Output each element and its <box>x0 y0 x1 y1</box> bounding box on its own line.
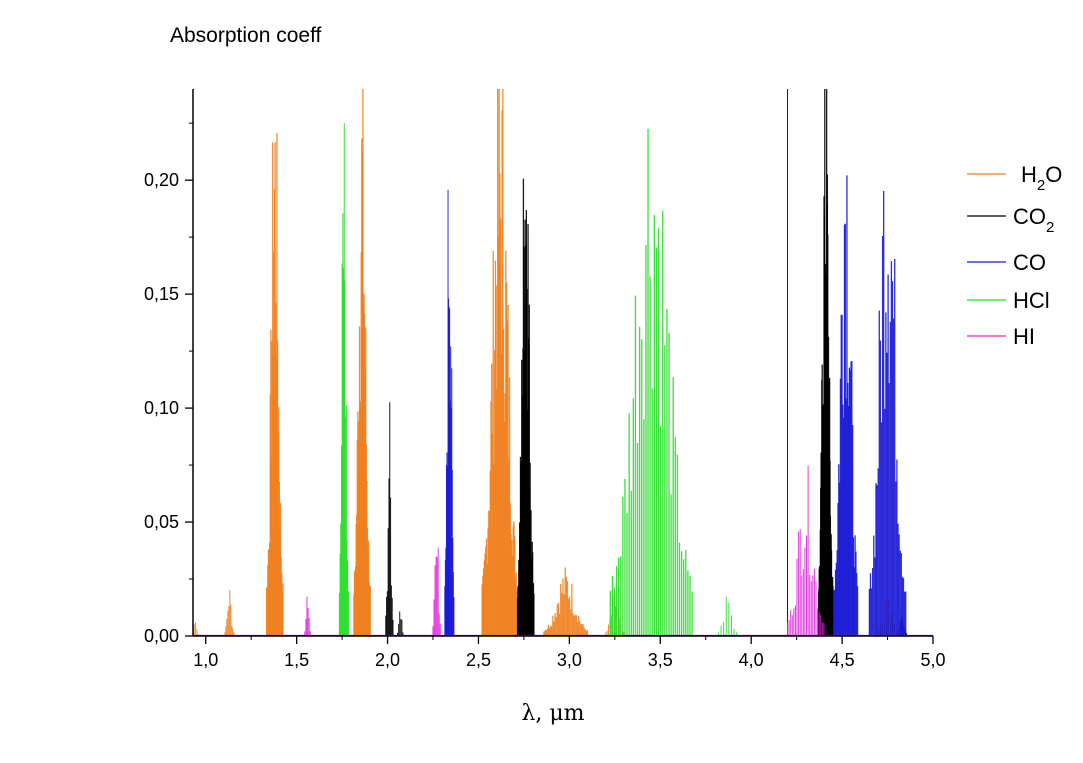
y-tick-label: 0,05 <box>144 512 179 532</box>
x-tick-label: 3,0 <box>557 650 582 670</box>
legend-item-hi: HI <box>967 324 1035 349</box>
x-tick-label: 1,0 <box>193 650 218 670</box>
x-tick-label: 1,5 <box>284 650 309 670</box>
legend-label: CO2 <box>1013 204 1054 236</box>
legend-label: HI <box>1013 324 1035 349</box>
legend-label: HCl <box>1013 288 1050 313</box>
legend-item-co2: CO2 <box>967 204 1054 236</box>
series-h2o <box>193 89 899 636</box>
y-tick-label: 0,10 <box>144 398 179 418</box>
series-layer <box>193 89 933 636</box>
axes-layer: 0,00 0,05 0,10 0,15 0,20 1,0 1,5 2,0 2,5 3,0 3,5 4,… <box>144 89 946 670</box>
legend-item-h2o: H2O <box>967 162 1062 194</box>
series-co <box>444 175 907 636</box>
y-tick-label: 0,20 <box>144 170 179 190</box>
x-tick-label: 2,5 <box>466 650 491 670</box>
series-hcl <box>338 123 738 636</box>
legend-label: H2O <box>1021 162 1062 194</box>
x-tick-label: 3,5 <box>648 650 673 670</box>
x-axis-title: λ, μm <box>521 701 584 726</box>
x-tick-label: 5,0 <box>920 650 945 670</box>
legend-label: CO <box>1013 250 1046 275</box>
series-hi <box>304 465 825 636</box>
series-co2 <box>385 89 908 636</box>
x-tick-label: 2,0 <box>375 650 400 670</box>
x-tick-label: 4,5 <box>830 650 855 670</box>
legend: H2O CO2 CO HCl HI <box>967 162 1062 349</box>
legend-item-co: CO <box>967 250 1046 275</box>
y-axis-title: Absorption coeff <box>170 24 322 47</box>
legend-item-hcl: HCl <box>967 288 1050 313</box>
y-tick-label: 0,15 <box>144 284 179 304</box>
y-tick-label: 0,00 <box>144 626 179 646</box>
x-tick-label: 4,0 <box>739 650 764 670</box>
